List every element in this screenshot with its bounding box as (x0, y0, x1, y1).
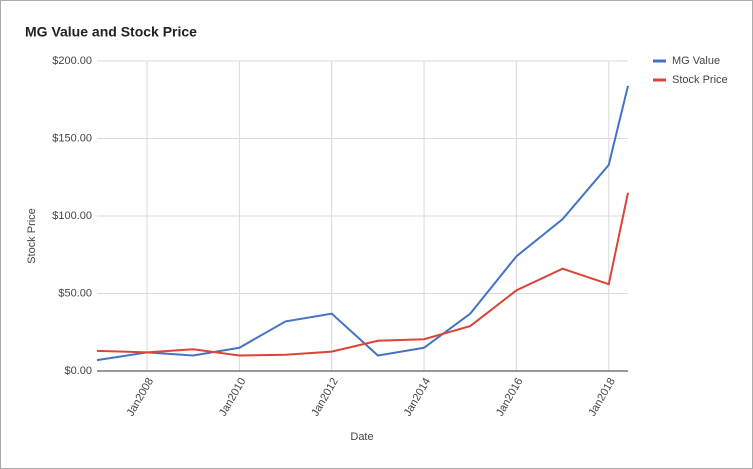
y-tick-label: $100.00 (52, 210, 92, 222)
series-line (96, 85, 629, 362)
chart-title: MG Value and Stock Price (25, 24, 197, 40)
y-tick-label: $0.00 (64, 365, 92, 377)
legend-label: Stock Price (672, 74, 728, 86)
series-line (96, 192, 629, 357)
legend-label: MG Value (672, 55, 720, 67)
y-axis-label: Stock Price (26, 208, 38, 264)
y-tick-label: $150.00 (52, 132, 92, 144)
y-tick-label: $50.00 (58, 287, 92, 299)
y-tick-label: $200.00 (52, 55, 92, 67)
x-axis-label: Date (350, 431, 373, 443)
